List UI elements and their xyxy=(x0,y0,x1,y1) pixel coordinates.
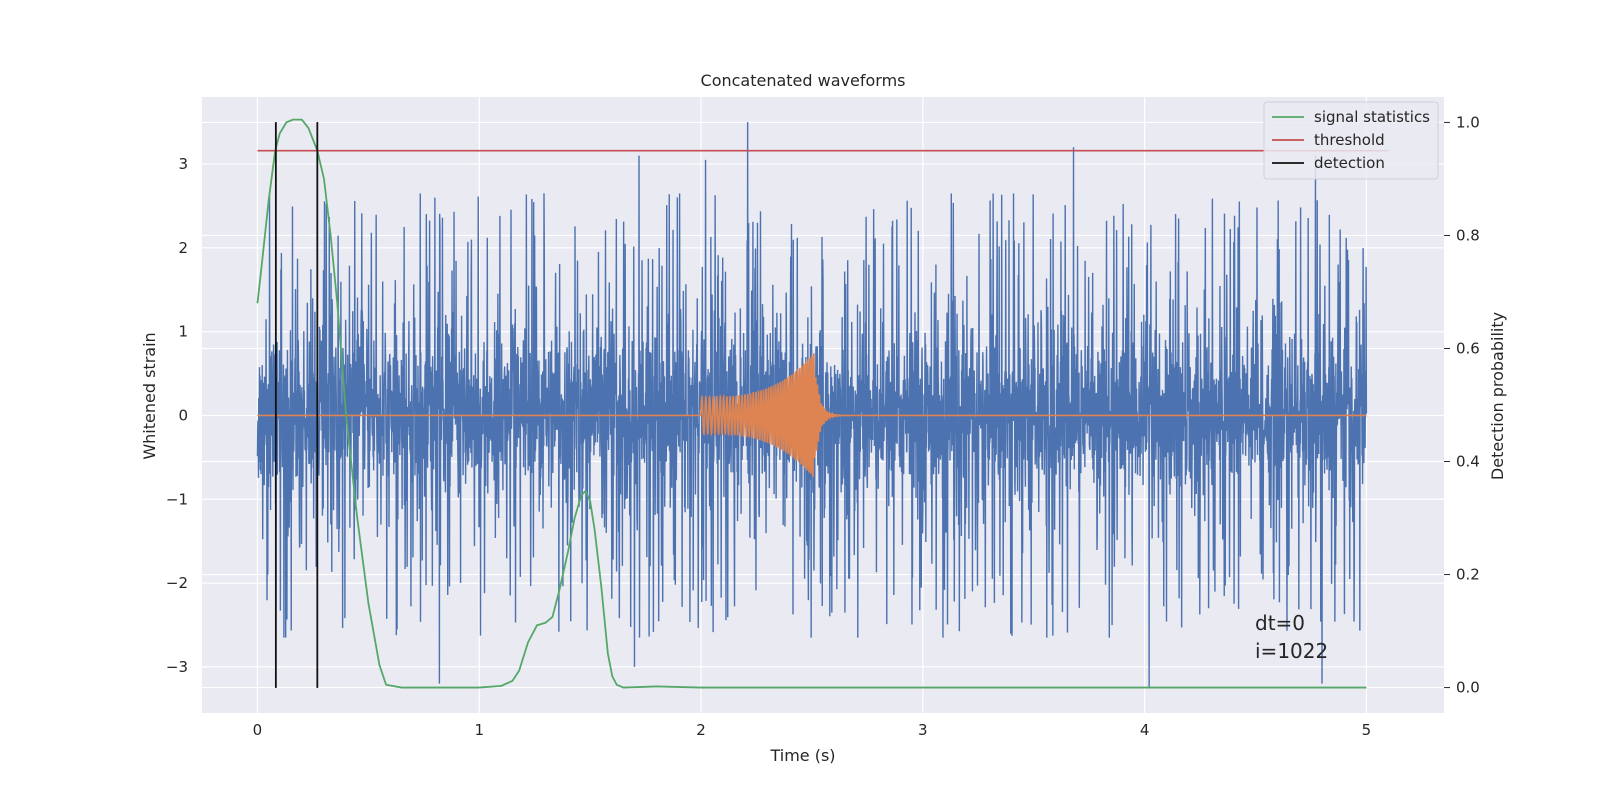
chart-title: Concatenated waveforms xyxy=(701,71,906,90)
y2-tick-label: 0.4 xyxy=(1456,453,1480,471)
x-tick-label: 0 xyxy=(253,721,263,739)
legend: signal statistics threshold detection xyxy=(1263,101,1439,180)
y2-tick-label: 0.8 xyxy=(1456,226,1480,244)
y-tick-label: −1 xyxy=(166,490,188,508)
y-tick-label: 3 xyxy=(178,155,188,173)
y-tick-label: −3 xyxy=(166,658,188,676)
x-axis-label: Time (s) xyxy=(769,746,835,765)
x-tick-label: 1 xyxy=(474,721,484,739)
legend-label: detection xyxy=(1314,154,1385,172)
y2-tick-label: 1.0 xyxy=(1456,113,1480,131)
y-axis-label: Whitened strain xyxy=(140,332,159,459)
annotation-i: i=1022 xyxy=(1255,639,1328,663)
y-tick-label: 2 xyxy=(178,239,188,257)
signal-statistics-line xyxy=(256,118,1367,689)
x-tick-label: 3 xyxy=(918,721,928,739)
annotation-dt: dt=0 xyxy=(1255,611,1305,635)
y-tick-label: −2 xyxy=(166,574,188,592)
chirp-series-line xyxy=(257,353,1367,477)
y-tick-label: 1 xyxy=(178,323,188,341)
y2-tick-label: 0.2 xyxy=(1456,566,1480,584)
x-tick-label: 5 xyxy=(1362,721,1372,739)
x-tick-label: 2 xyxy=(696,721,706,739)
y-tick-label: 0 xyxy=(178,406,188,424)
legend-label: signal statistics xyxy=(1314,108,1430,126)
legend-label: threshold xyxy=(1314,131,1385,149)
y2-tick-label: 0.6 xyxy=(1456,339,1480,357)
y2-tick-label: 0.0 xyxy=(1456,679,1480,697)
legend-box xyxy=(1263,101,1439,180)
x-tick-label: 4 xyxy=(1140,721,1150,739)
y2-axis-label: Detection probability xyxy=(1488,312,1507,480)
